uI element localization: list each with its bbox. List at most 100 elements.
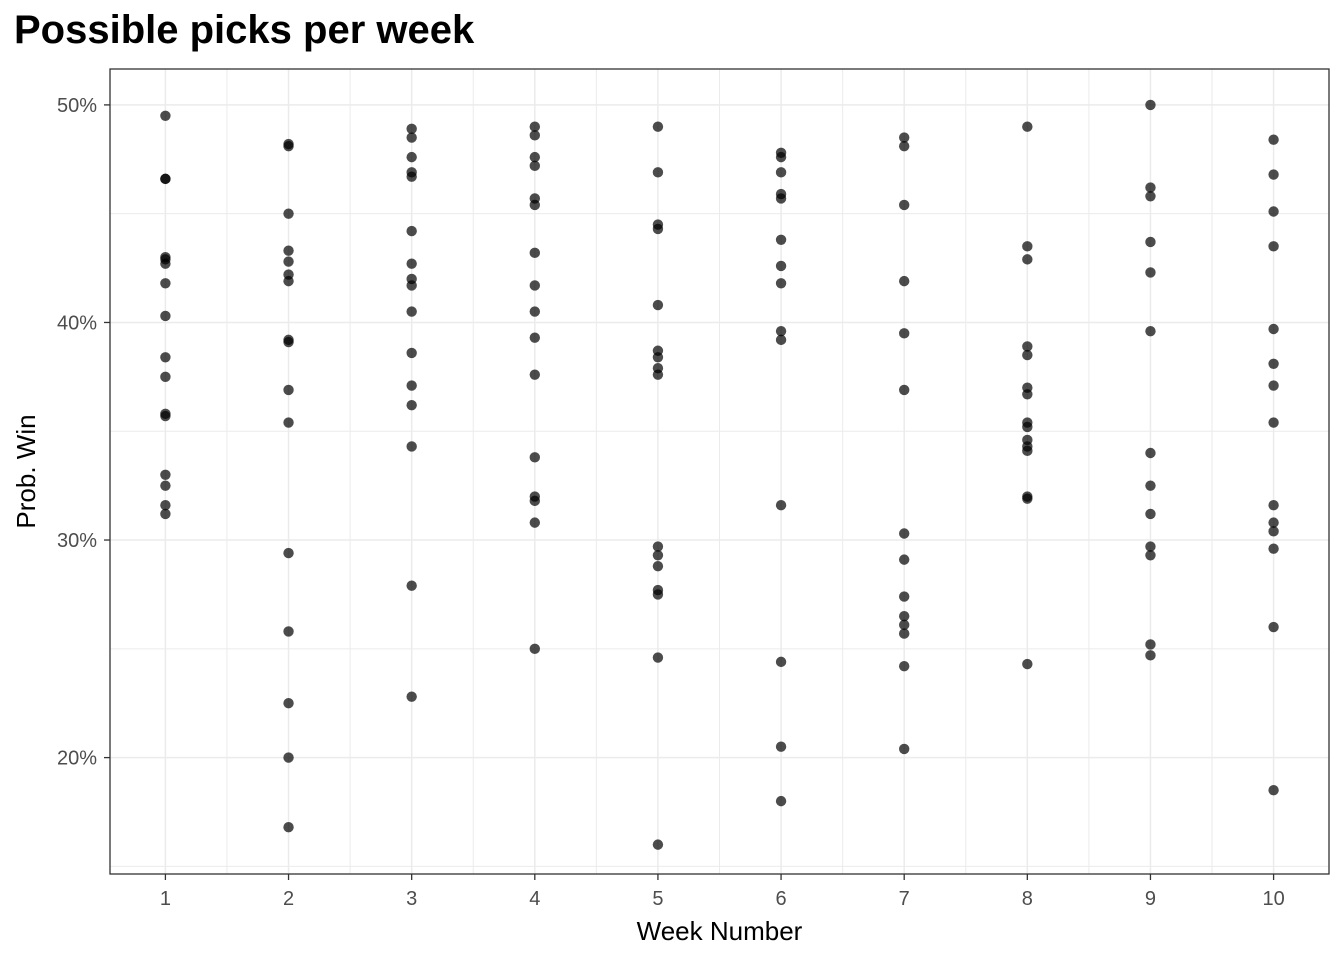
data-point xyxy=(406,171,417,182)
data-point xyxy=(775,260,787,272)
panel-border xyxy=(109,68,1330,875)
data-point xyxy=(775,325,787,337)
data-point xyxy=(283,275,294,287)
data-point xyxy=(1022,349,1033,361)
chart-title: Possible picks per week xyxy=(14,8,475,52)
data-point xyxy=(898,554,910,565)
x-axis-title: Week Number xyxy=(637,916,803,946)
data-point xyxy=(1145,550,1156,561)
data-point xyxy=(529,306,541,317)
data-point xyxy=(898,743,910,755)
data-point xyxy=(898,384,910,396)
data-point xyxy=(160,173,171,185)
x-tick-label: 8 xyxy=(1022,888,1033,910)
x-tick-label: 6 xyxy=(776,888,787,910)
y-tick-label: 30% xyxy=(57,530,97,552)
data-point xyxy=(1268,134,1279,145)
data-point xyxy=(1022,241,1033,252)
data-point xyxy=(160,352,171,363)
data-point xyxy=(898,661,910,672)
data-point xyxy=(529,452,541,463)
data-point xyxy=(1022,493,1033,504)
data-point xyxy=(283,141,294,152)
x-tick-label: 5 xyxy=(652,888,663,910)
data-point xyxy=(775,234,787,245)
data-point xyxy=(406,258,417,269)
x-tick-label: 9 xyxy=(1145,888,1156,910)
data-point xyxy=(160,480,171,491)
data-point xyxy=(1022,445,1033,457)
data-point xyxy=(1268,543,1279,554)
data-point xyxy=(775,278,787,289)
data-point xyxy=(775,151,787,163)
data-point xyxy=(283,336,294,348)
data-point xyxy=(1145,267,1156,278)
data-point xyxy=(1268,169,1279,180)
data-point xyxy=(775,741,787,752)
y-tick-label: 50% xyxy=(57,95,97,117)
data-point xyxy=(652,550,664,561)
data-point xyxy=(406,151,417,163)
data-point xyxy=(898,610,910,622)
data-point xyxy=(1145,325,1156,337)
data-points xyxy=(160,99,1279,850)
data-point xyxy=(1022,389,1033,400)
data-point xyxy=(283,417,294,428)
data-point xyxy=(160,410,171,422)
data-point xyxy=(898,528,910,539)
data-point xyxy=(775,500,787,511)
data-point xyxy=(529,130,541,141)
data-point xyxy=(1268,241,1279,252)
data-point xyxy=(652,352,664,363)
data-point xyxy=(1145,480,1156,491)
y-tick-label: 40% xyxy=(57,312,97,334)
data-point xyxy=(283,256,294,267)
data-point xyxy=(529,199,541,211)
data-point xyxy=(898,275,910,287)
data-point xyxy=(652,223,664,235)
data-point xyxy=(529,151,541,163)
data-point xyxy=(1145,541,1156,552)
data-point xyxy=(652,167,664,178)
data-point xyxy=(529,369,541,380)
data-point xyxy=(529,247,541,259)
data-point xyxy=(160,258,171,269)
y-axis-title: Prob. Win xyxy=(11,414,41,528)
data-point xyxy=(775,795,787,807)
data-point xyxy=(283,752,294,763)
x-tick-label: 10 xyxy=(1262,888,1284,910)
data-point xyxy=(898,628,910,639)
x-tick-label: 4 xyxy=(529,888,540,910)
data-point xyxy=(652,560,664,572)
data-point xyxy=(406,691,417,702)
data-point xyxy=(406,399,417,411)
data-point xyxy=(406,441,417,452)
data-point xyxy=(1145,639,1156,650)
data-point xyxy=(652,121,664,132)
x-tick-label: 2 xyxy=(283,888,294,910)
data-point xyxy=(406,380,417,391)
data-point xyxy=(529,280,541,291)
data-point xyxy=(1145,447,1156,459)
x-tick-label: 1 xyxy=(160,888,171,910)
data-point xyxy=(529,121,541,132)
data-point xyxy=(1268,358,1279,370)
data-point xyxy=(1268,500,1279,511)
data-point xyxy=(1268,621,1279,633)
data-point xyxy=(283,245,294,256)
data-point xyxy=(652,652,664,663)
data-point xyxy=(406,123,417,135)
data-point xyxy=(406,580,417,591)
data-point xyxy=(406,225,417,237)
data-point xyxy=(1268,785,1279,796)
data-point xyxy=(529,495,541,507)
data-point xyxy=(1145,650,1156,661)
data-point xyxy=(1022,658,1033,670)
data-point xyxy=(160,110,171,121)
data-point xyxy=(529,643,541,655)
data-point xyxy=(529,332,541,343)
data-point xyxy=(898,328,910,339)
data-point xyxy=(1145,99,1156,111)
data-point xyxy=(1268,517,1279,528)
